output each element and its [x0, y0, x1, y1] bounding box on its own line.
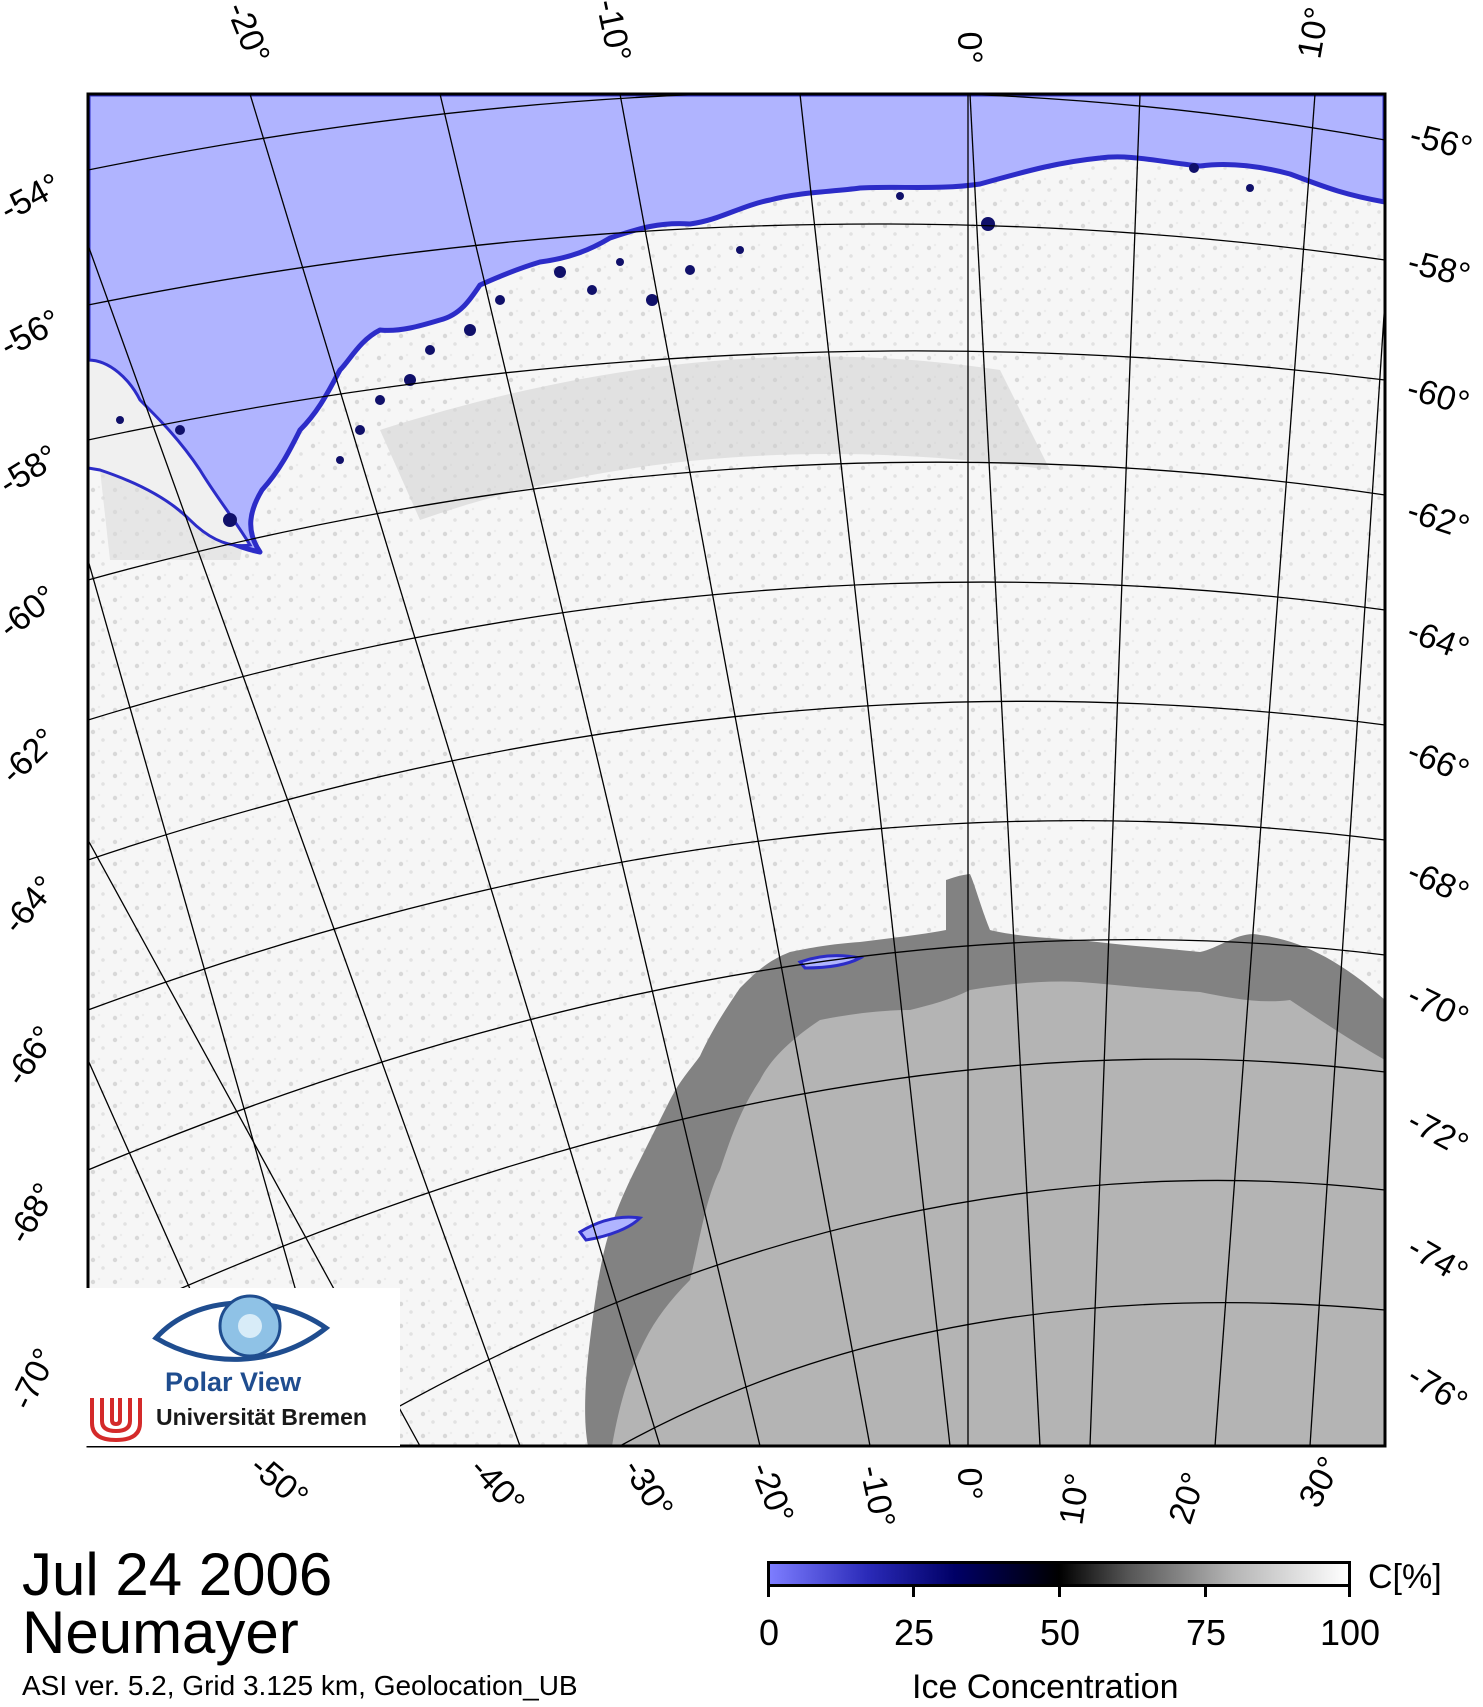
top-longitude-label: -20°: [219, 0, 278, 69]
algorithm-version: ASI ver. 5.2, Grid 3.125 km, Geolocation…: [22, 1670, 578, 1701]
meridian: [799, 94, 951, 1446]
parallel: [88, 223, 1385, 306]
meridian: [969, 94, 1041, 1446]
bottom-longitude-label: -20°: [743, 1457, 802, 1529]
meridian: [619, 94, 871, 1446]
right-latitude-label: -64°: [1402, 612, 1474, 669]
colorbar-tick-label: 0: [758, 1612, 780, 1653]
right-latitude-label: -72°: [1401, 1102, 1474, 1165]
parallel: [88, 350, 1385, 441]
bottom-longitude-label: -50°: [243, 1447, 315, 1516]
station-name: Neumayer: [22, 1599, 299, 1666]
eye-globe-icon: [90, 1294, 331, 1443]
right-latitude-label: -74°: [1401, 1228, 1474, 1292]
colorbar-tick-label: 100: [1319, 1612, 1381, 1653]
coastal-polynya: [577, 1215, 644, 1242]
left-latitude-label: -62°: [0, 721, 65, 792]
bremen-u-icon: [90, 1398, 142, 1443]
left-latitude-label: -70°: [3, 1342, 65, 1415]
left-latitude-label: -66°: [0, 1019, 64, 1092]
map-date: Jul 24 2006: [22, 1541, 333, 1608]
right-latitude-label: -62°: [1403, 491, 1474, 547]
colorbar-tick: [1348, 1587, 1351, 1597]
reduced-ice-band: [380, 356, 1050, 520]
top-longitude-label: -10°: [588, 0, 638, 65]
left-latitude-label: -54°: [0, 166, 67, 229]
colorbar-tick-label: 25: [893, 1612, 935, 1653]
meridian: [1214, 94, 1316, 1446]
logo-name: Polar View: [165, 1367, 302, 1397]
colorbar-tick: [912, 1587, 915, 1597]
right-latitude-label: -76°: [1401, 1357, 1474, 1422]
colorbar-tick: [1058, 1587, 1061, 1597]
logo-university: Universität Bremen: [156, 1404, 367, 1430]
parallel: [88, 700, 1385, 861]
map-frame: [86, 92, 1387, 1448]
meridian: [1309, 299, 1385, 1446]
parallel: [88, 938, 1385, 1171]
colorbar-tick: [1204, 1587, 1207, 1597]
polar-view-logo: [86, 1288, 400, 1446]
meridian: [88, 244, 521, 1446]
meridian: [439, 94, 761, 1446]
parallel: [329, 1179, 1385, 1446]
parallel: [619, 1301, 1385, 1446]
ice-edge-speckles: [116, 163, 1254, 527]
colorbar-unit: C[%]: [1368, 1558, 1442, 1596]
bottom-longitude-label: -40°: [462, 1450, 532, 1522]
left-latitude-label: -58°: [0, 437, 65, 502]
colorbar-title: Ice Concentration: [912, 1668, 1179, 1706]
colorbar-tick: [767, 1587, 770, 1597]
bottom-longitude-label: -10°: [852, 1462, 902, 1531]
left-latitude-label: -60°: [0, 578, 64, 647]
parallel: [88, 581, 1385, 721]
ice-concentration-colorbar: [767, 1561, 1351, 1587]
graticule: [88, 94, 1385, 1446]
parallel: [88, 94, 1385, 171]
top-longitude-label: 0°: [950, 31, 989, 65]
open-water: [88, 94, 1385, 555]
bottom-longitude-label: 20°: [1161, 1468, 1213, 1529]
right-latitude-label: -60°: [1403, 369, 1474, 423]
parallel: [88, 819, 1385, 1011]
right-latitude-label: -70°: [1401, 976, 1474, 1038]
top-longitude-label: 10°: [1290, 4, 1336, 61]
colorbar-tick-label: 75: [1185, 1612, 1227, 1653]
left-latitude-label: -56°: [0, 302, 67, 365]
bottom-longitude-label: 30°: [1292, 1451, 1350, 1514]
bottom-longitude-label: 10°: [1052, 1471, 1097, 1527]
meridian: [1089, 94, 1141, 1446]
left-latitude-label: -64°: [0, 869, 64, 941]
parallel: [88, 461, 1385, 581]
right-latitude-label: -58°: [1404, 243, 1474, 295]
right-latitude-label: -68°: [1402, 853, 1475, 913]
meridian: [249, 94, 661, 1446]
bottom-longitude-label: 0°: [950, 1467, 989, 1501]
bottom-longitude-label: -30°: [615, 1452, 680, 1525]
right-latitude-label: -66°: [1402, 732, 1474, 791]
left-latitude-label: -68°: [0, 1177, 64, 1250]
parallel: [88, 1058, 1385, 1331]
right-latitude-label: -56°: [1406, 116, 1476, 168]
colorbar-tick-label: 50: [1039, 1612, 1081, 1653]
